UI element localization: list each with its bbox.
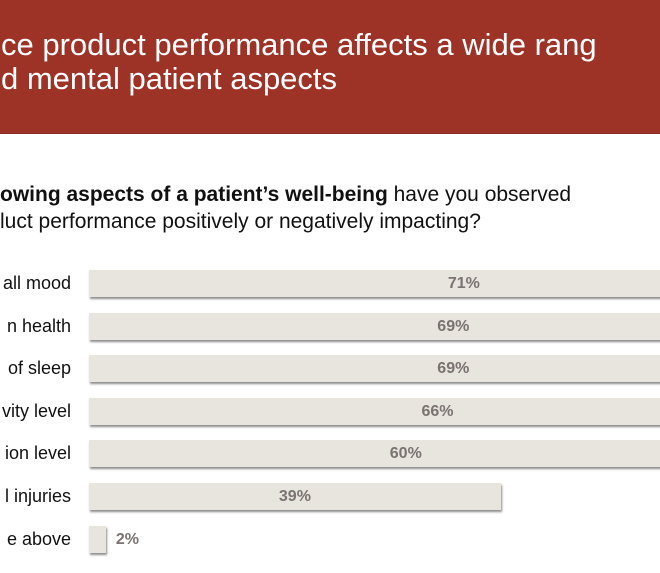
question-bold-text: owing aspects of a patient’s well-being xyxy=(0,183,388,206)
category-label: ion level xyxy=(4,443,71,464)
title-banner: ce product performance affects a wide ra… xyxy=(0,0,660,134)
page-title-line-1: ce product performance affects a wide ra… xyxy=(1,27,597,62)
question-text: have you observed xyxy=(387,183,572,206)
category-label: e above xyxy=(6,528,71,549)
value-label: 60% xyxy=(389,445,422,463)
value-label: 71% xyxy=(447,275,480,292)
question-line-1: owing aspects of a patient’s well-being … xyxy=(0,181,660,208)
value-label: 69% xyxy=(437,317,470,335)
bar xyxy=(89,397,660,425)
bar xyxy=(89,483,501,510)
category-label: l injuries xyxy=(4,486,71,506)
page-title-line-2: d mental patient aspects xyxy=(1,61,338,96)
bar xyxy=(89,355,660,383)
value-label: 66% xyxy=(421,402,454,420)
category-label: all mood xyxy=(2,273,71,293)
value-label: 69% xyxy=(437,360,470,378)
question-line-2: luct performance positively or negativel… xyxy=(0,210,481,233)
value-label: 2% xyxy=(115,530,140,548)
bar xyxy=(89,440,660,468)
value-label: 39% xyxy=(278,488,311,505)
bar xyxy=(89,525,106,553)
category-label: of sleep xyxy=(7,358,71,379)
category-label: n health xyxy=(6,315,71,336)
survey-question: owing aspects of a patient’s well-being … xyxy=(0,181,660,235)
category-label: vity level xyxy=(1,400,71,421)
bar xyxy=(89,270,660,297)
bar xyxy=(89,312,660,340)
